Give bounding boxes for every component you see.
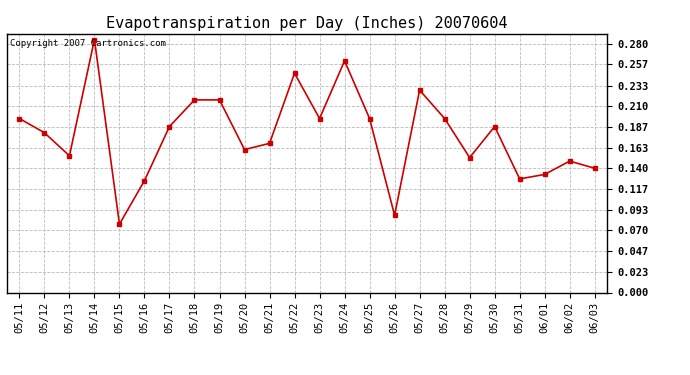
- Title: Evapotranspiration per Day (Inches) 20070604: Evapotranspiration per Day (Inches) 2007…: [106, 16, 508, 31]
- Text: Copyright 2007 Cartronics.com: Copyright 2007 Cartronics.com: [10, 39, 166, 48]
